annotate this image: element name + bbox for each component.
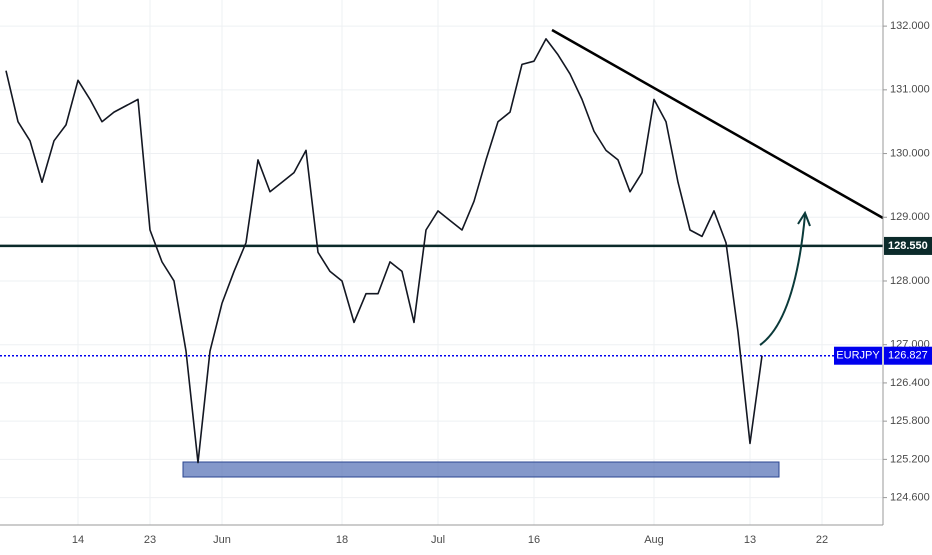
x-tick-label: 22 bbox=[816, 534, 828, 546]
y-tick-label: 126.400 bbox=[890, 377, 930, 389]
price-line bbox=[5, 38, 763, 464]
x-tick-label: Aug bbox=[644, 534, 664, 546]
y-tick-label: 131.000 bbox=[890, 84, 930, 96]
y-tick-label: 130.000 bbox=[890, 147, 930, 159]
level-label-box bbox=[884, 236, 932, 255]
x-tick-label: Jun bbox=[213, 534, 231, 546]
y-tick-label: 124.600 bbox=[890, 492, 930, 504]
last-price-label: 126.827 bbox=[888, 350, 928, 362]
symbol-label: EURJPY bbox=[836, 350, 880, 362]
x-tick-label: 13 bbox=[744, 534, 756, 546]
symbol-label-box bbox=[834, 346, 882, 365]
support-zone bbox=[182, 461, 780, 478]
y-tick-label: 125.200 bbox=[890, 453, 930, 465]
x-tick-label: 14 bbox=[72, 534, 84, 546]
y-tick-label: 125.800 bbox=[890, 415, 930, 427]
plot bbox=[0, 38, 883, 464]
arrow-head bbox=[797, 210, 811, 227]
y-tick-label: 128.000 bbox=[890, 275, 930, 287]
last-price-box bbox=[884, 346, 932, 365]
forecast-arrow bbox=[759, 214, 806, 346]
y-tick-label: 132.000 bbox=[890, 20, 930, 32]
level-label: 128.550 bbox=[888, 240, 928, 252]
x-tick-label: 16 bbox=[528, 534, 540, 546]
x-tick-label: 23 bbox=[144, 534, 156, 546]
axes: 124.600125.200125.800126.400127.000128.0… bbox=[72, 20, 932, 546]
x-tick-label: Jul bbox=[431, 534, 445, 546]
grid bbox=[0, 0, 883, 525]
x-tick-label: 18 bbox=[336, 534, 348, 546]
trend-line bbox=[551, 28, 884, 220]
y-tick-label: 129.000 bbox=[890, 211, 930, 223]
